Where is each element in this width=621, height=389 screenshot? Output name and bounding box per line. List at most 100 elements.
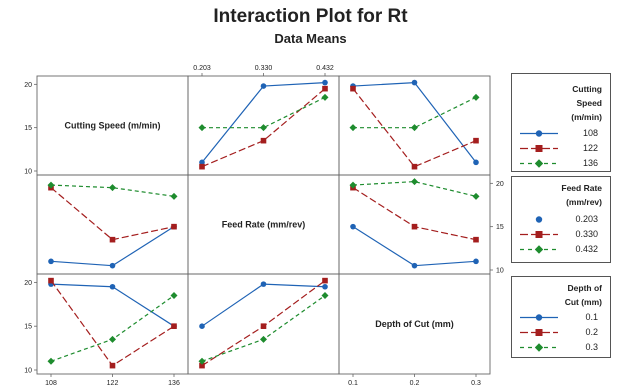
y-tick-label: 20	[496, 181, 504, 188]
legend-symbol	[520, 343, 558, 352]
y-tick-label: 10	[24, 169, 32, 176]
data-point	[109, 362, 116, 369]
data-point	[472, 93, 480, 101]
legend-entry: 122	[512, 141, 610, 156]
y-tick-label: 20	[24, 82, 32, 89]
legend-title: Cutting Speed (m/min)	[571, 82, 602, 124]
legend-label: 0.330	[575, 229, 598, 239]
y-tick-label: 15	[24, 125, 32, 132]
legend-feed-rate: Feed Rate (mm/rev) 0.203 0.330 0.432	[511, 176, 611, 263]
data-point	[473, 236, 479, 243]
data-point	[199, 362, 205, 369]
legend-title: Feed Rate (mm/rev)	[561, 181, 602, 209]
data-point	[47, 357, 55, 365]
legend-cutting-speed: Cutting Speed (m/min) 108 122 136	[511, 73, 611, 172]
data-point	[109, 184, 116, 192]
series-line-0.1	[201, 283, 326, 327]
data-point	[199, 159, 205, 166]
series-line-136	[353, 96, 477, 129]
legend-entry: 0.203	[512, 212, 610, 227]
data-point	[322, 277, 328, 284]
data-point	[411, 262, 418, 269]
data-point	[198, 357, 206, 365]
data-point	[473, 137, 479, 144]
legend-symbol	[520, 145, 558, 152]
data-point	[350, 223, 356, 230]
x-tick-label: 0.432	[316, 65, 334, 72]
series-line-0.330	[50, 187, 175, 241]
data-point	[171, 323, 177, 329]
data-point	[170, 292, 178, 300]
data-point	[109, 335, 116, 343]
data-point	[109, 262, 116, 269]
series-line-108	[201, 82, 326, 163]
y-tick-label: 10	[24, 368, 32, 375]
x-tick-label: 136	[168, 380, 180, 387]
x-tick-label: 0.203	[193, 65, 211, 72]
data-point	[260, 124, 267, 132]
x-tick-label: 108	[45, 380, 57, 387]
data-point	[260, 281, 267, 287]
legend-title: Depth of Cut (mm)	[565, 281, 602, 309]
legend-symbol	[520, 159, 558, 168]
data-point	[322, 85, 328, 92]
data-point	[411, 223, 418, 230]
data-point	[260, 137, 267, 144]
diagonal-factor-label: Cutting Speed (m/min)	[65, 121, 161, 131]
legend-entry: 136	[512, 156, 610, 171]
y-tick-label: 15	[24, 324, 32, 331]
legend-symbol	[520, 245, 558, 254]
legend-title-line: Cut (mm)	[564, 297, 602, 307]
data-point	[47, 181, 55, 189]
data-point	[473, 258, 479, 265]
legend-entry: 0.3	[512, 340, 610, 355]
series-line-0.2	[50, 280, 175, 367]
series-line-0.203	[50, 226, 175, 267]
data-point	[199, 323, 205, 329]
legend-symbol	[520, 130, 558, 137]
data-point	[411, 163, 418, 170]
legend-label: 0.203	[575, 214, 598, 224]
legend-label: 136	[582, 158, 598, 168]
data-point	[349, 181, 357, 189]
data-point	[171, 223, 177, 230]
x-tick-label: 122	[107, 380, 119, 387]
data-point	[260, 323, 267, 329]
data-point	[109, 236, 116, 243]
y-tick-label: 15	[496, 224, 504, 231]
y-tick-label: 10	[496, 268, 504, 275]
legend-title-line: (mm/rev)	[566, 197, 602, 207]
legend-label: 0.2	[585, 327, 598, 337]
legend-entry: 0.2	[512, 325, 610, 340]
chart-subtitle: Data Means	[274, 31, 347, 46]
legend-entry: 108	[512, 126, 610, 141]
series-line-0.330	[352, 187, 477, 241]
series-line-0.2	[201, 280, 326, 367]
data-point	[349, 124, 357, 132]
legend-label: 0.432	[575, 244, 598, 254]
data-point	[170, 192, 178, 200]
legend-symbol	[520, 329, 558, 336]
data-point	[411, 124, 418, 132]
x-tick-label: 0.2	[410, 380, 420, 387]
data-point	[411, 178, 418, 186]
data-point	[198, 124, 206, 132]
legend-entry: 0.330	[512, 227, 610, 242]
data-point	[411, 79, 418, 86]
chart-title: Interaction Plot for Rt	[213, 6, 408, 27]
diagonal-factor-label: Depth of Cut (mm)	[375, 319, 454, 329]
legend-symbol	[535, 216, 543, 223]
series-line-122	[352, 88, 477, 168]
diagonal-factor-label: Feed Rate (mm/rev)	[222, 220, 306, 230]
legend-entry: 0.1	[512, 310, 610, 325]
series-line-0.203	[352, 226, 477, 267]
legend-title-line: Depth of	[567, 283, 602, 293]
legend-title-line: (m/min)	[571, 112, 602, 122]
legend-label: 122	[582, 143, 598, 153]
data-point	[48, 277, 54, 284]
legend-symbol	[520, 314, 558, 321]
data-point	[322, 79, 328, 86]
legend-symbol	[520, 231, 558, 238]
data-point	[109, 283, 116, 290]
series-line-108	[352, 81, 477, 163]
